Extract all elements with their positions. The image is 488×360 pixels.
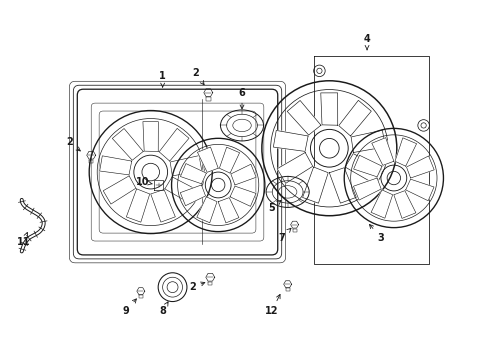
Polygon shape (370, 190, 392, 218)
Polygon shape (229, 186, 255, 206)
Text: 11: 11 (17, 233, 30, 247)
Text: 6: 6 (238, 88, 245, 109)
Text: 7: 7 (278, 228, 290, 243)
Text: 9: 9 (122, 299, 136, 316)
Text: 2: 2 (192, 68, 203, 85)
Text: 2: 2 (66, 137, 80, 151)
Polygon shape (103, 176, 136, 204)
Polygon shape (273, 130, 307, 152)
Text: 8: 8 (159, 302, 168, 316)
Polygon shape (345, 154, 381, 183)
Text: 1: 1 (159, 71, 165, 87)
Polygon shape (180, 185, 205, 206)
Text: 12: 12 (264, 294, 280, 316)
Polygon shape (286, 100, 320, 135)
Text: 2: 2 (189, 282, 204, 292)
Text: 5: 5 (268, 201, 281, 213)
Polygon shape (230, 164, 256, 185)
Polygon shape (100, 156, 131, 175)
Polygon shape (394, 138, 416, 166)
Polygon shape (142, 122, 158, 152)
Polygon shape (302, 167, 327, 203)
Polygon shape (353, 155, 381, 177)
Polygon shape (371, 138, 393, 165)
Polygon shape (328, 168, 356, 203)
Polygon shape (170, 156, 202, 176)
Polygon shape (218, 198, 239, 223)
Polygon shape (320, 93, 337, 125)
Text: 10: 10 (136, 177, 152, 187)
Polygon shape (159, 129, 188, 161)
Polygon shape (164, 177, 198, 204)
Polygon shape (126, 189, 149, 222)
Polygon shape (338, 100, 370, 136)
Polygon shape (150, 189, 175, 222)
Text: 4: 4 (363, 34, 370, 50)
Polygon shape (196, 197, 217, 223)
Polygon shape (197, 147, 218, 172)
Polygon shape (219, 147, 239, 173)
Polygon shape (180, 163, 206, 184)
Polygon shape (405, 179, 433, 201)
Polygon shape (350, 130, 385, 153)
Polygon shape (353, 178, 381, 200)
Polygon shape (277, 153, 312, 183)
Polygon shape (393, 191, 415, 219)
Polygon shape (406, 156, 433, 178)
Polygon shape (112, 129, 143, 160)
Text: 3: 3 (369, 225, 384, 243)
